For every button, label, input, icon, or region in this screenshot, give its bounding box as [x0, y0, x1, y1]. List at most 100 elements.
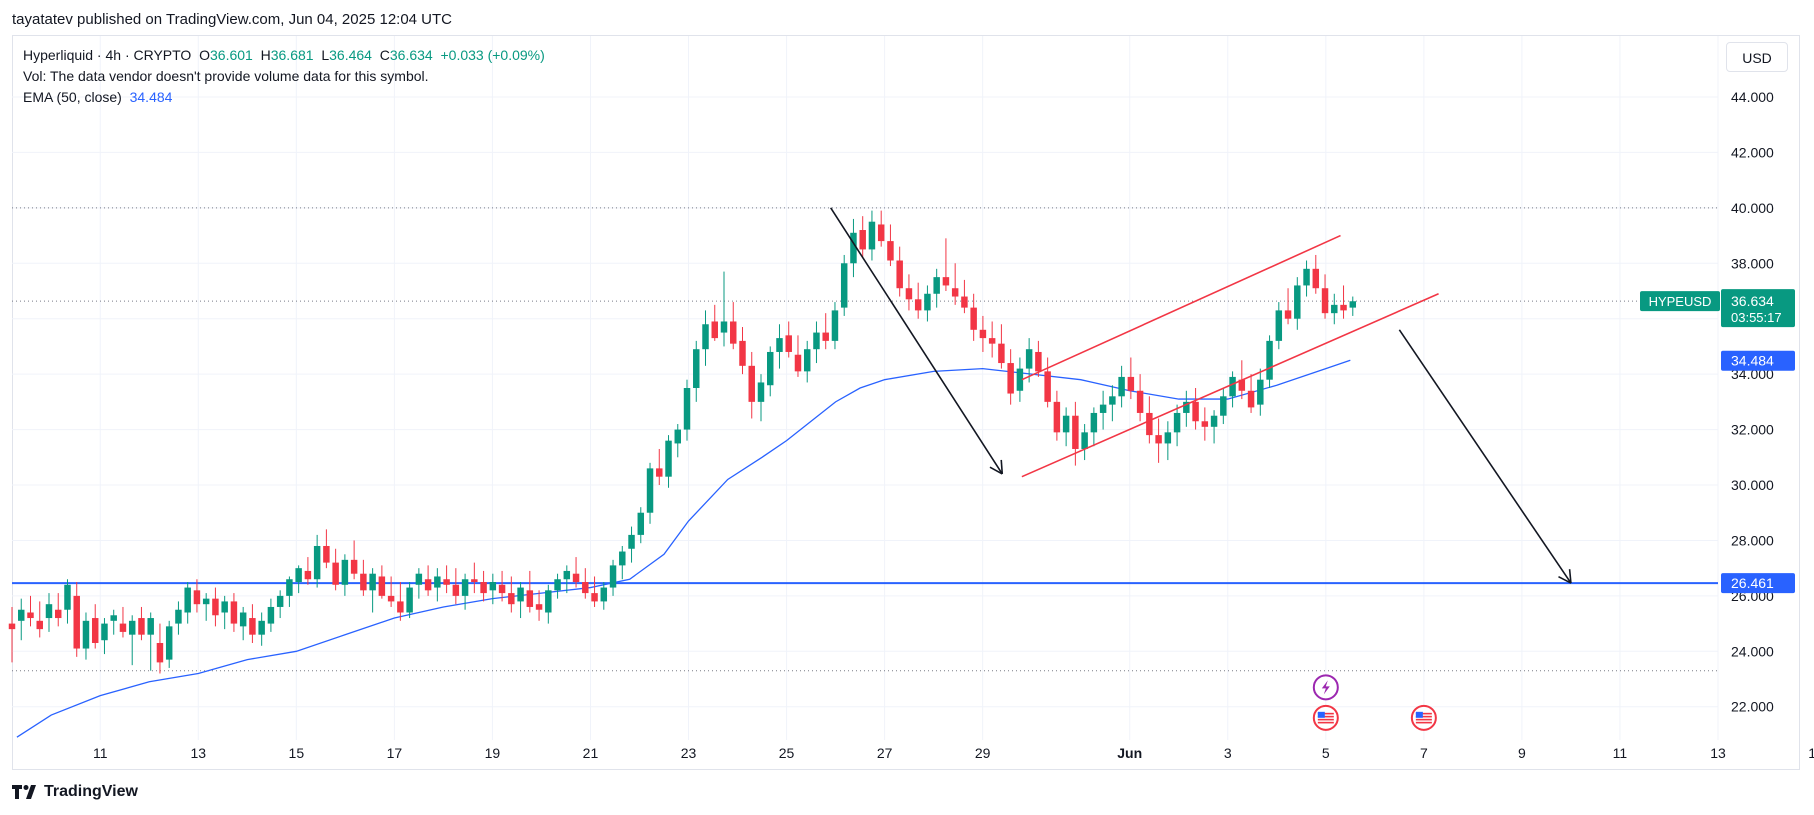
candle-body	[1155, 435, 1162, 444]
close-label: C	[379, 47, 390, 63]
chart-pane[interactable]	[12, 35, 1800, 770]
candle-body	[951, 288, 959, 297]
time-tick-label: 19	[485, 745, 501, 761]
candle-body	[591, 593, 598, 602]
candle-body	[267, 606, 275, 624]
candle-body	[212, 598, 219, 616]
candle-body	[230, 601, 238, 624]
time-tick-label: 9	[1518, 745, 1526, 761]
candle-body	[720, 321, 728, 333]
open-label: O	[199, 47, 210, 63]
candle-body	[970, 307, 977, 330]
lightning-icon-glyph	[1321, 680, 1330, 695]
high-label: H	[260, 47, 271, 63]
candle-body	[933, 277, 940, 294]
ema-value: 34.484	[129, 89, 173, 105]
arrow-head	[989, 466, 1003, 475]
candle-body	[766, 351, 774, 386]
candle-body	[877, 224, 885, 242]
level-price-value: 26.461	[1731, 575, 1774, 591]
candle-body	[683, 388, 691, 430]
candle-body	[202, 598, 210, 605]
time-tick-label: 7	[1420, 745, 1428, 761]
candle-body	[813, 332, 820, 350]
candle-body	[276, 595, 284, 607]
price-axis: 22.00024.00026.00028.00030.00032.00034.0…	[1731, 89, 1774, 715]
candle-body	[914, 299, 922, 311]
candle-body	[461, 579, 469, 596]
candle-body	[258, 620, 265, 635]
candle-body	[480, 582, 487, 594]
symbol-info[interactable]: Hyperliquid · 4h · CRYPTO	[23, 47, 192, 63]
candle-body	[27, 612, 34, 619]
candle-body	[1146, 412, 1153, 436]
flag-icon	[1410, 704, 1437, 731]
candle-body	[452, 584, 460, 596]
candle-body	[156, 642, 164, 663]
candle-body	[54, 609, 62, 619]
candle-body	[554, 579, 561, 591]
candle-body	[406, 587, 413, 613]
candle-body	[757, 382, 765, 402]
candle-body	[535, 604, 543, 610]
volume-row: Vol: The data vendor doesn't provide vol…	[23, 68, 429, 84]
candle-body	[988, 338, 996, 344]
candle-body	[1247, 390, 1255, 408]
arrow-line	[1398, 329, 1572, 584]
ohlc-row: Hyperliquid · 4h · CRYPTO O36.601 H36.68…	[23, 45, 545, 66]
candle-body	[1303, 268, 1310, 286]
candle-body	[1183, 401, 1190, 413]
flag-icon-stripe	[1317, 721, 1334, 724]
candle-body	[859, 230, 866, 250]
candle-body	[739, 340, 746, 366]
change-value: +0.033 (+0.09%)	[440, 47, 545, 63]
candle-body	[794, 354, 802, 372]
candle-body	[563, 570, 571, 580]
candle-body	[545, 590, 552, 613]
candle-body	[508, 593, 515, 605]
publisher-attribution: tayatatev published on TradingView.com, …	[12, 11, 453, 28]
symbol-tag	[1640, 291, 1720, 312]
candle-body	[489, 582, 497, 591]
ema-label[interactable]: EMA (50, close)	[23, 89, 122, 105]
event-markers	[1312, 674, 1437, 731]
flag-icon-stripe	[1317, 712, 1334, 715]
candle-body	[1136, 390, 1144, 413]
candle-body	[1321, 288, 1329, 314]
candle-body	[637, 512, 645, 535]
candle-body	[1312, 268, 1320, 289]
low-value: 36.464	[329, 47, 372, 63]
time-tick-label: 5	[1322, 745, 1330, 761]
candle-body	[91, 618, 99, 643]
price-tick-label: 24.000	[1731, 643, 1774, 659]
candle-body	[582, 582, 589, 594]
candle-body	[313, 545, 321, 580]
candle-body	[868, 221, 876, 250]
open-value: 36.601	[210, 47, 253, 63]
candle-body	[165, 626, 173, 660]
tradingview-logo[interactable]: TradingView	[12, 783, 138, 801]
flag-icon-canton	[1415, 711, 1423, 718]
candle-body	[341, 559, 349, 585]
candle-body	[397, 601, 404, 613]
bar-countdown: 03:55:17	[1731, 310, 1782, 325]
candle-body	[175, 609, 182, 624]
flag-icon-stripe	[1317, 718, 1334, 721]
symbol-tag-label: HYPEUSD	[1649, 294, 1712, 309]
candle-body	[776, 338, 783, 352]
candle-body	[656, 468, 663, 477]
candle-body	[64, 584, 71, 610]
candle-body	[619, 551, 626, 566]
last-price-value: 36.634	[1731, 293, 1774, 309]
candle-body	[101, 623, 108, 641]
chart-legend: Hyperliquid · 4h · CRYPTO O36.601 H36.68…	[23, 45, 545, 108]
candle-body	[665, 440, 672, 477]
candle-body	[674, 429, 682, 444]
currency-button[interactable]: USD	[1726, 42, 1788, 72]
flag-icon-stripe	[1415, 712, 1432, 715]
candle-body	[18, 609, 25, 621]
candle-body	[748, 365, 755, 402]
candle-body	[961, 296, 968, 308]
